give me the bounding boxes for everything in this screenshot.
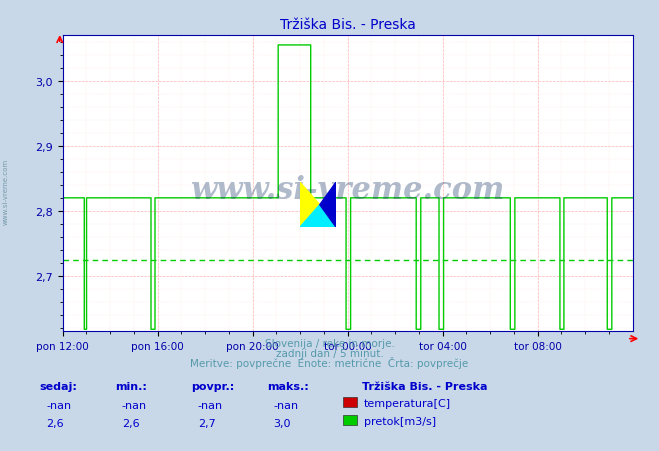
Text: 2,6: 2,6 — [122, 418, 140, 428]
Text: min.:: min.: — [115, 381, 147, 391]
Text: -nan: -nan — [273, 400, 299, 410]
Text: povpr.:: povpr.: — [191, 381, 235, 391]
Text: zadnji dan / 5 minut.: zadnji dan / 5 minut. — [275, 348, 384, 358]
Title: Tržiška Bis. - Preska: Tržiška Bis. - Preska — [279, 18, 416, 32]
Text: 2,7: 2,7 — [198, 418, 215, 428]
Text: www.si-vreme.com: www.si-vreme.com — [2, 159, 9, 225]
Text: 3,0: 3,0 — [273, 418, 291, 428]
Text: www.si-vreme.com: www.si-vreme.com — [190, 174, 505, 205]
Text: Tržiška Bis. - Preska: Tržiška Bis. - Preska — [362, 381, 488, 391]
Polygon shape — [300, 205, 336, 228]
Text: temperatura[C]: temperatura[C] — [364, 398, 451, 408]
Text: -nan: -nan — [198, 400, 223, 410]
Text: Slovenija / reke in morje.: Slovenija / reke in morje. — [264, 338, 395, 348]
Text: Meritve: povprečne  Enote: metrične  Črta: povprečje: Meritve: povprečne Enote: metrične Črta:… — [190, 356, 469, 368]
Text: -nan: -nan — [46, 400, 71, 410]
Polygon shape — [300, 183, 320, 228]
Text: pretok[m3/s]: pretok[m3/s] — [364, 416, 436, 426]
Text: maks.:: maks.: — [267, 381, 308, 391]
Text: -nan: -nan — [122, 400, 147, 410]
Polygon shape — [320, 183, 336, 228]
Text: sedaj:: sedaj: — [40, 381, 77, 391]
Text: 2,6: 2,6 — [46, 418, 64, 428]
